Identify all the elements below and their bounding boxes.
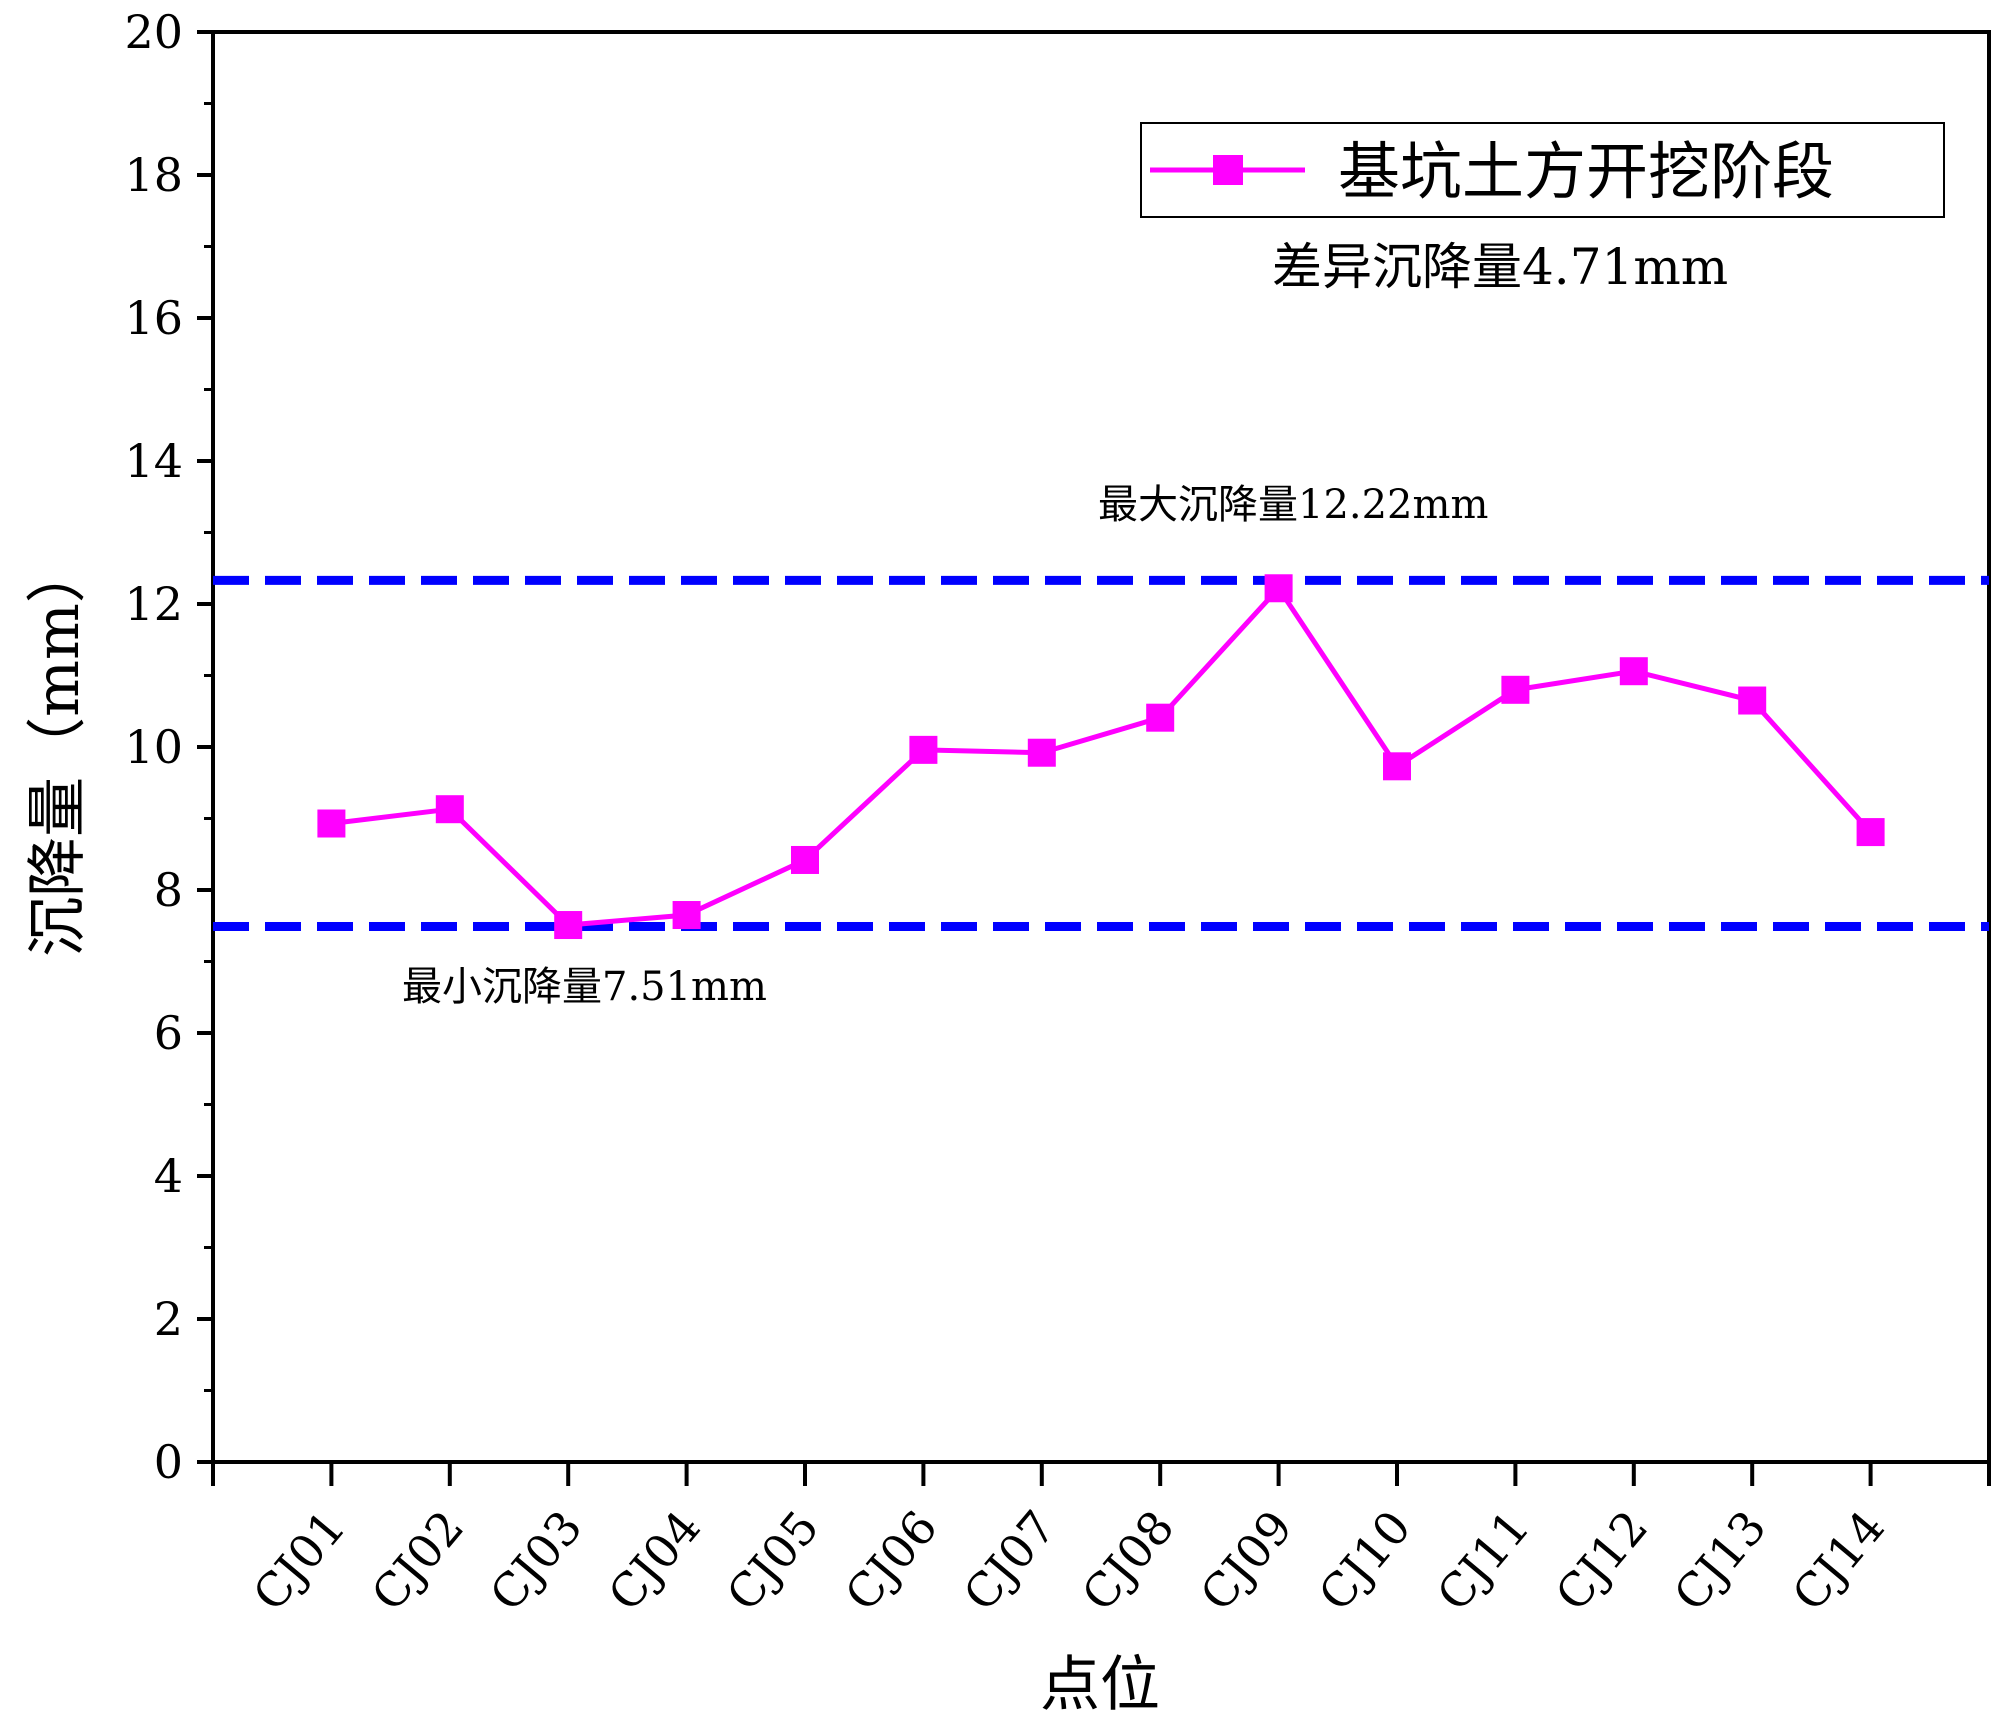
data-point: [1501, 675, 1530, 704]
annotation-diff: 差异沉降量4.71mm: [1272, 238, 1728, 296]
x-tick-label: CJ14: [1782, 1500, 1895, 1621]
x-axis: CJ01 CJ02 CJ03 CJ04 CJ05 CJ06 CJ07 CJ08 CJ09 CJ10…: [211, 1462, 1991, 1621]
x-tick-label: CJ07: [953, 1500, 1066, 1621]
data-point: [1146, 703, 1175, 732]
data-point: [435, 795, 464, 824]
x-tick-label: CJ04: [598, 1500, 711, 1621]
y-axis: 0 2 4 6 8 10 12 14 16 18 20: [124, 5, 213, 1489]
y-tick-label: 0: [154, 1435, 183, 1489]
data-point: [909, 735, 938, 764]
y-tick-label: 10: [124, 720, 183, 774]
y-tick-label: 12: [124, 577, 183, 631]
data-point: [317, 809, 346, 838]
y-tick-label: 8: [154, 863, 183, 917]
x-tick-label: CJ09: [1190, 1500, 1303, 1621]
x-tick-label: CJ05: [716, 1500, 829, 1621]
y-tick-label: 4: [154, 1149, 183, 1203]
data-point: [1264, 574, 1293, 603]
x-tick-label: CJ13: [1663, 1500, 1776, 1621]
y-tick-label: 6: [154, 1006, 183, 1060]
data-point: [1027, 738, 1056, 767]
data-point: [1738, 686, 1767, 715]
y-tick-label: 20: [124, 5, 183, 59]
data-point: [1619, 657, 1648, 686]
legend-label: 基坑土方开挖阶段: [1338, 135, 1834, 208]
x-tick-label: CJ10: [1308, 1500, 1421, 1621]
y-tick-label: 16: [124, 291, 183, 345]
x-tick-label: CJ03: [479, 1500, 592, 1621]
y-axis-title: 沉降量（mm）: [23, 543, 93, 957]
data-point: [1383, 752, 1411, 781]
y-tick-label: 14: [124, 434, 183, 488]
series-group: [317, 574, 1885, 940]
annotation-max: 最大沉降量12.22mm: [1098, 482, 1488, 528]
data-point: [1856, 818, 1885, 847]
reference-lines: [213, 575, 1989, 931]
x-axis-title: 点位: [1040, 1650, 1160, 1720]
x-tick-label: CJ06: [834, 1500, 947, 1621]
y-tick-label: 2: [154, 1292, 183, 1346]
y-tick-label: 18: [124, 148, 183, 202]
legend: 基坑土方开挖阶段: [1140, 122, 1945, 218]
legend-marker: [1213, 155, 1243, 185]
x-tick-label: CJ01: [242, 1500, 355, 1621]
x-tick-label: CJ11: [1426, 1500, 1539, 1621]
data-point: [554, 911, 583, 940]
data-point: [672, 901, 701, 930]
annotation-min: 最小沉降量7.51mm: [402, 964, 767, 1010]
x-tick-label: CJ12: [1545, 1500, 1658, 1621]
series-line: [331, 584, 1873, 928]
x-tick-label: CJ02: [361, 1500, 474, 1621]
data-point: [791, 845, 819, 874]
x-tick-label: CJ08: [1071, 1500, 1184, 1621]
